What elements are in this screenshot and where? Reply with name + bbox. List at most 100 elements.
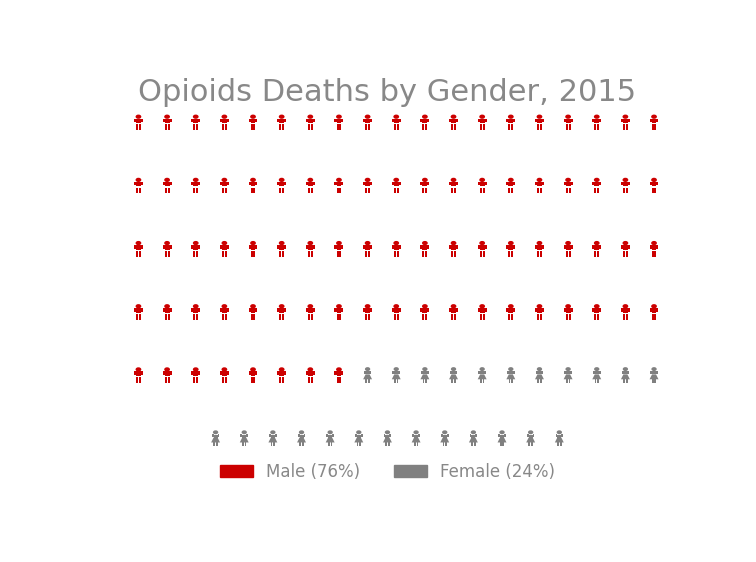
FancyBboxPatch shape [474, 442, 476, 446]
Circle shape [364, 241, 370, 245]
FancyBboxPatch shape [398, 245, 401, 248]
Circle shape [556, 430, 562, 434]
FancyBboxPatch shape [656, 245, 658, 248]
FancyBboxPatch shape [423, 371, 427, 374]
FancyBboxPatch shape [564, 308, 565, 312]
FancyBboxPatch shape [649, 308, 652, 312]
FancyBboxPatch shape [136, 182, 141, 187]
FancyBboxPatch shape [256, 308, 258, 312]
FancyBboxPatch shape [652, 245, 656, 250]
FancyBboxPatch shape [302, 442, 304, 446]
Circle shape [164, 178, 170, 182]
FancyBboxPatch shape [163, 182, 165, 185]
Circle shape [308, 368, 313, 371]
FancyBboxPatch shape [655, 251, 656, 256]
Circle shape [250, 241, 256, 245]
FancyBboxPatch shape [511, 124, 513, 130]
FancyBboxPatch shape [564, 245, 565, 248]
FancyBboxPatch shape [277, 182, 279, 185]
FancyBboxPatch shape [423, 314, 424, 320]
FancyBboxPatch shape [443, 434, 447, 438]
FancyBboxPatch shape [196, 124, 198, 130]
Circle shape [193, 304, 199, 309]
FancyBboxPatch shape [389, 434, 392, 437]
Circle shape [336, 368, 342, 371]
FancyBboxPatch shape [213, 442, 215, 446]
FancyBboxPatch shape [528, 442, 530, 446]
FancyBboxPatch shape [471, 442, 473, 446]
FancyBboxPatch shape [332, 434, 334, 437]
FancyBboxPatch shape [623, 314, 625, 320]
FancyBboxPatch shape [397, 379, 398, 383]
Circle shape [422, 115, 428, 119]
Legend: Male (76%), Female (24%): Male (76%), Female (24%) [213, 456, 562, 487]
FancyBboxPatch shape [623, 124, 625, 130]
FancyBboxPatch shape [531, 442, 533, 446]
FancyBboxPatch shape [249, 182, 250, 185]
FancyBboxPatch shape [423, 119, 427, 123]
FancyBboxPatch shape [542, 119, 544, 123]
FancyBboxPatch shape [621, 371, 624, 374]
FancyBboxPatch shape [242, 434, 246, 438]
Circle shape [393, 115, 399, 119]
FancyBboxPatch shape [565, 251, 568, 256]
Circle shape [651, 241, 657, 245]
FancyBboxPatch shape [557, 434, 561, 438]
FancyBboxPatch shape [513, 119, 516, 123]
Circle shape [508, 367, 513, 371]
FancyBboxPatch shape [561, 434, 563, 437]
FancyBboxPatch shape [271, 434, 275, 438]
Circle shape [164, 241, 170, 245]
FancyBboxPatch shape [359, 442, 361, 446]
FancyBboxPatch shape [191, 371, 194, 375]
FancyBboxPatch shape [334, 119, 336, 123]
Circle shape [594, 178, 600, 182]
Circle shape [393, 241, 399, 245]
FancyBboxPatch shape [414, 442, 416, 446]
Circle shape [336, 178, 342, 182]
FancyBboxPatch shape [454, 188, 456, 193]
FancyBboxPatch shape [168, 124, 169, 130]
FancyBboxPatch shape [277, 371, 279, 375]
FancyBboxPatch shape [394, 379, 396, 383]
FancyBboxPatch shape [564, 182, 565, 185]
Circle shape [222, 178, 228, 182]
FancyBboxPatch shape [365, 251, 367, 256]
FancyBboxPatch shape [652, 371, 656, 374]
Circle shape [479, 304, 485, 309]
FancyBboxPatch shape [271, 442, 272, 446]
FancyBboxPatch shape [454, 251, 456, 256]
FancyBboxPatch shape [165, 371, 169, 376]
FancyBboxPatch shape [478, 308, 480, 312]
FancyBboxPatch shape [308, 377, 310, 383]
Polygon shape [440, 438, 449, 442]
Polygon shape [240, 438, 249, 442]
FancyBboxPatch shape [656, 308, 658, 312]
FancyBboxPatch shape [427, 119, 429, 123]
Circle shape [308, 178, 313, 182]
FancyBboxPatch shape [500, 442, 501, 446]
FancyBboxPatch shape [227, 371, 229, 375]
FancyBboxPatch shape [597, 314, 600, 320]
FancyBboxPatch shape [569, 379, 570, 383]
Circle shape [279, 115, 284, 119]
FancyBboxPatch shape [394, 308, 398, 313]
FancyBboxPatch shape [394, 188, 396, 193]
FancyBboxPatch shape [508, 308, 513, 313]
FancyBboxPatch shape [198, 308, 200, 312]
FancyBboxPatch shape [569, 124, 571, 130]
FancyBboxPatch shape [542, 182, 544, 185]
FancyBboxPatch shape [423, 251, 424, 256]
FancyBboxPatch shape [621, 245, 623, 248]
FancyBboxPatch shape [565, 314, 568, 320]
FancyBboxPatch shape [240, 434, 242, 437]
FancyBboxPatch shape [623, 379, 625, 383]
FancyBboxPatch shape [365, 379, 367, 383]
Circle shape [451, 241, 457, 245]
FancyBboxPatch shape [311, 124, 313, 130]
FancyBboxPatch shape [334, 245, 336, 248]
FancyBboxPatch shape [508, 182, 513, 187]
Polygon shape [478, 374, 487, 379]
Circle shape [652, 367, 657, 371]
FancyBboxPatch shape [277, 245, 279, 248]
